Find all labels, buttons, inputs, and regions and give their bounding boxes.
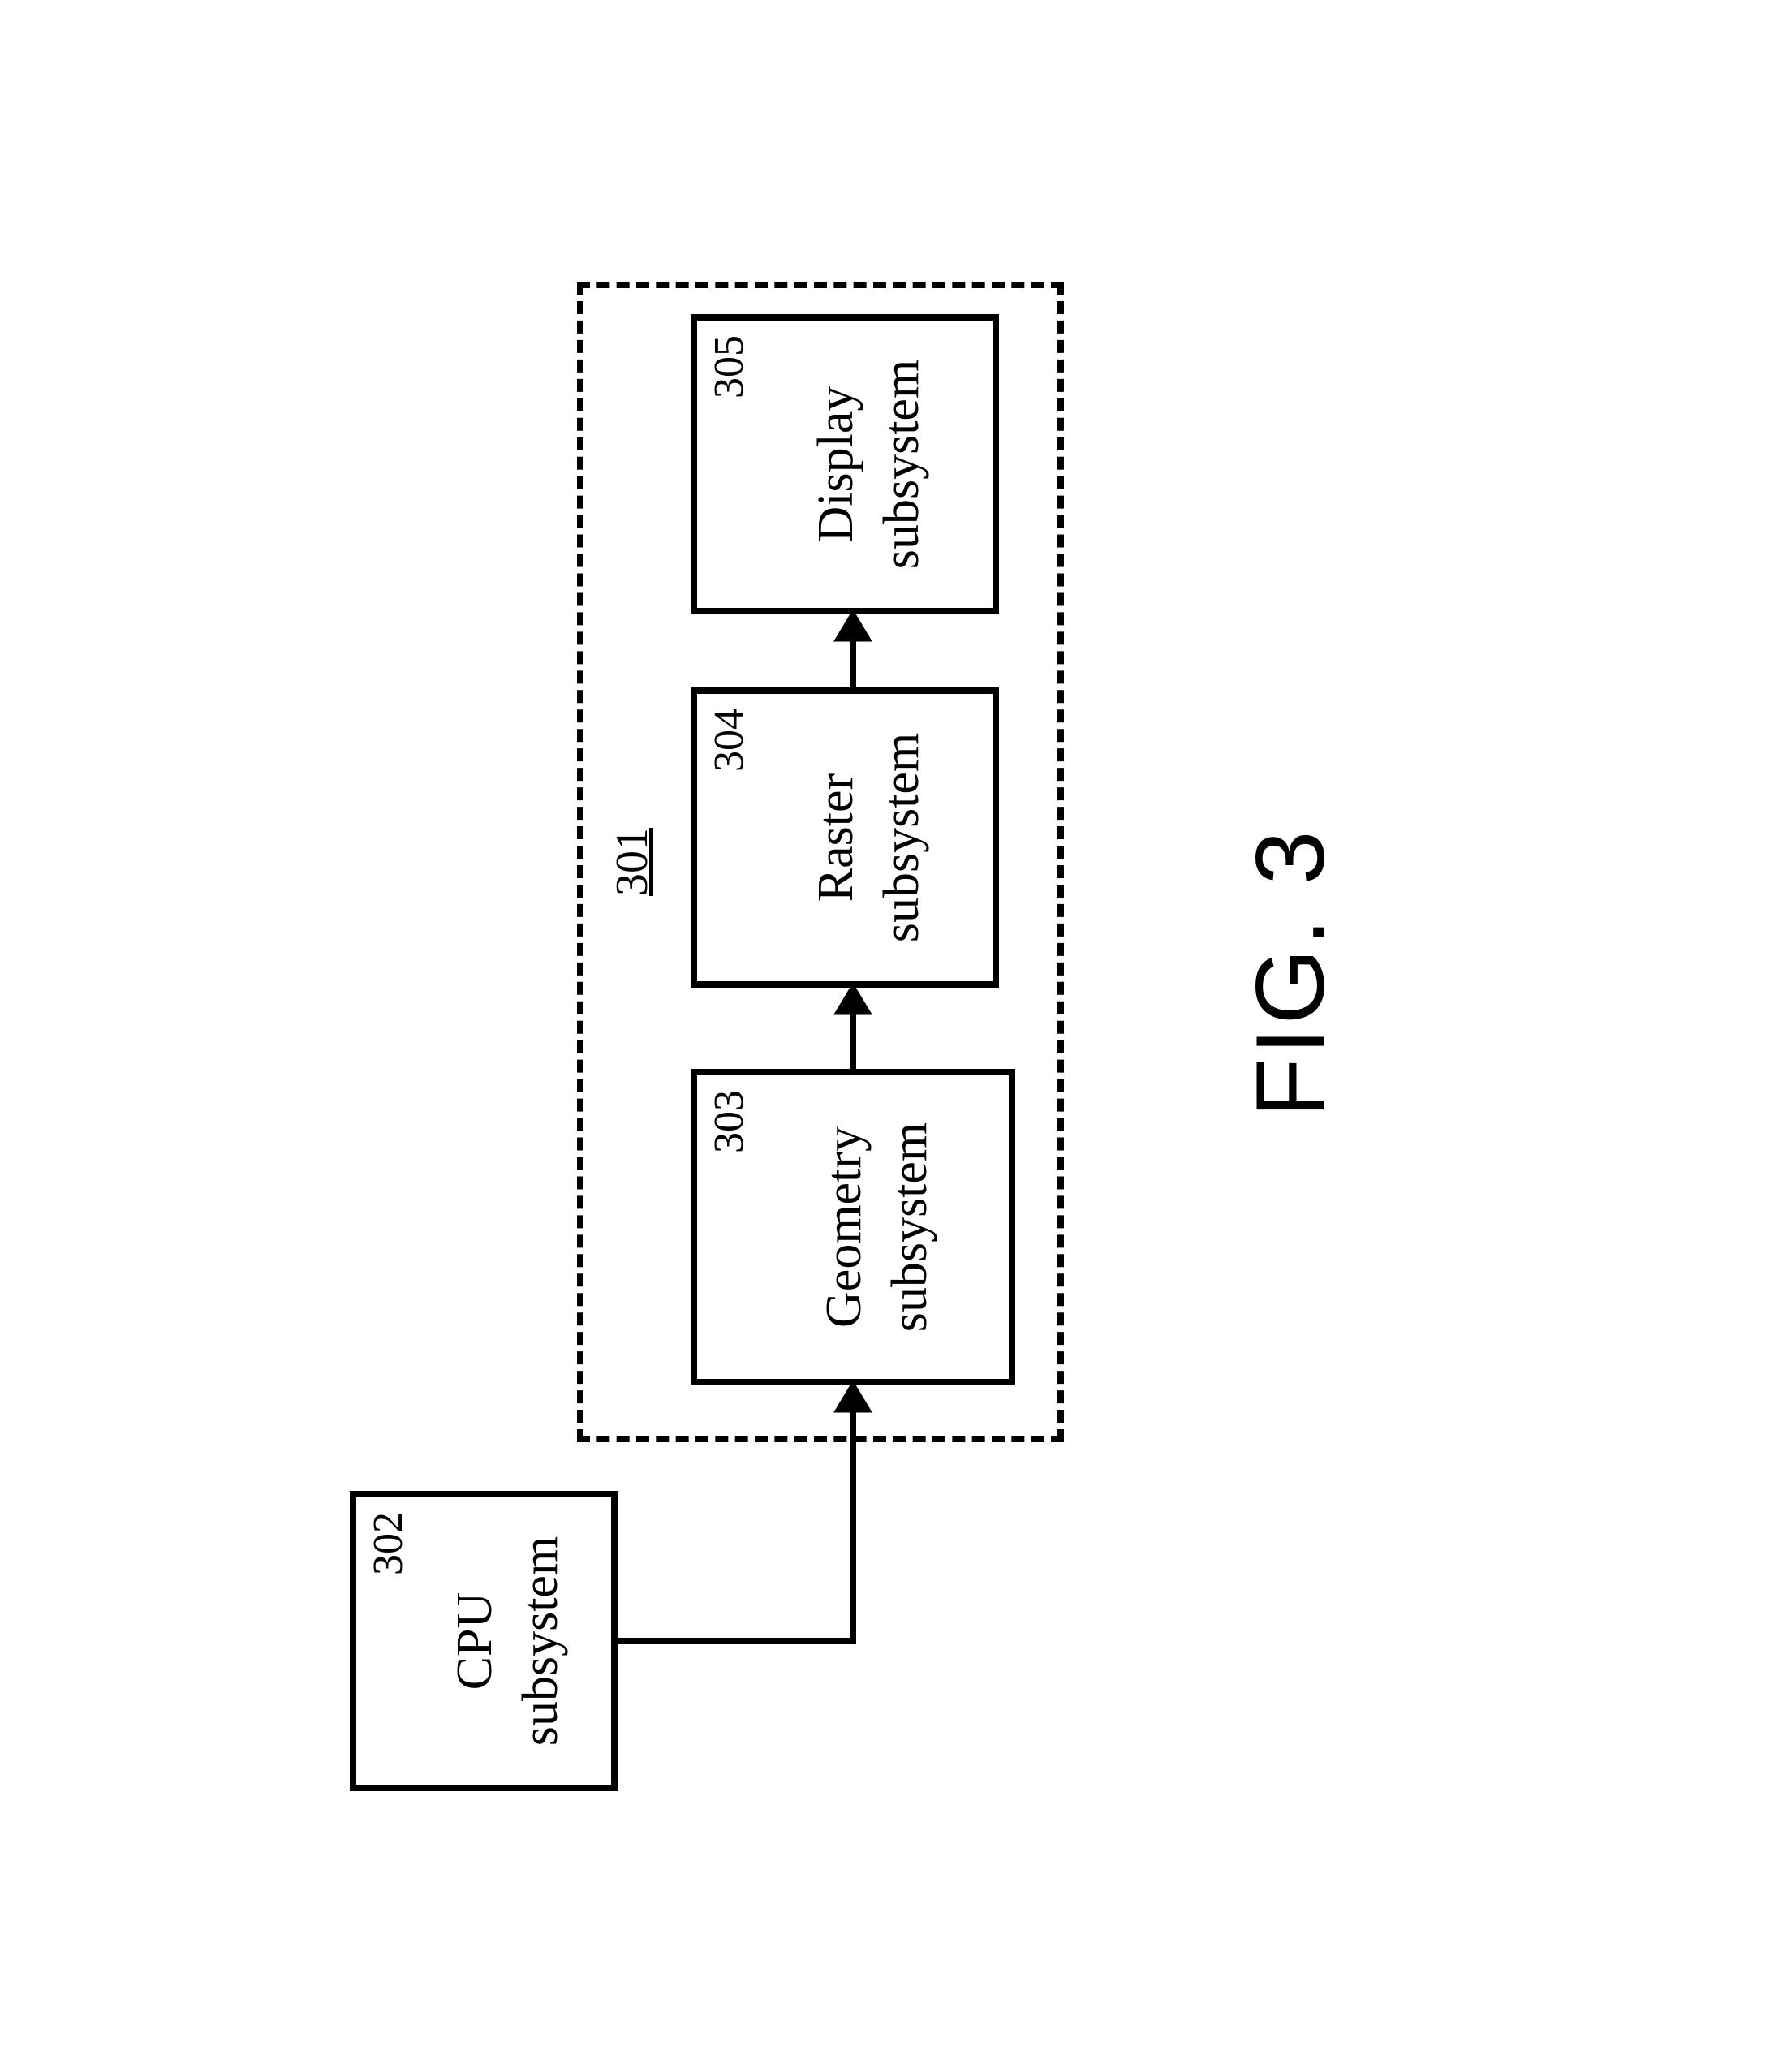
diagram-container: 301 302 CPU subsystem 303 Geometry subsy…	[325, 225, 1462, 1848]
block-ref: 302	[364, 1512, 412, 1575]
raster-subsystem-block: 304 Raster subsystem	[691, 687, 999, 988]
group-ref: 301	[606, 828, 658, 896]
figure-canvas: 301 302 CPU subsystem 303 Geometry subsy…	[325, 225, 1462, 1848]
cpu-subsystem-block: 302 CPU subsystem	[350, 1491, 618, 1791]
figure-caption: FIG. 3	[1234, 827, 1346, 1117]
block-ref: 303	[705, 1090, 753, 1153]
block-ref: 304	[705, 709, 753, 772]
block-label: CPU subsystem	[442, 1536, 573, 1745]
block-ref: 305	[705, 335, 753, 398]
display-subsystem-block: 305 Display subsystem	[691, 314, 999, 614]
block-label: Display subsystem	[803, 359, 934, 568]
geometry-subsystem-block: 303 Geometry subsystem	[691, 1069, 1015, 1385]
block-label: Geometry subsystem	[812, 1122, 942, 1331]
block-label: Raster subsystem	[803, 732, 934, 941]
